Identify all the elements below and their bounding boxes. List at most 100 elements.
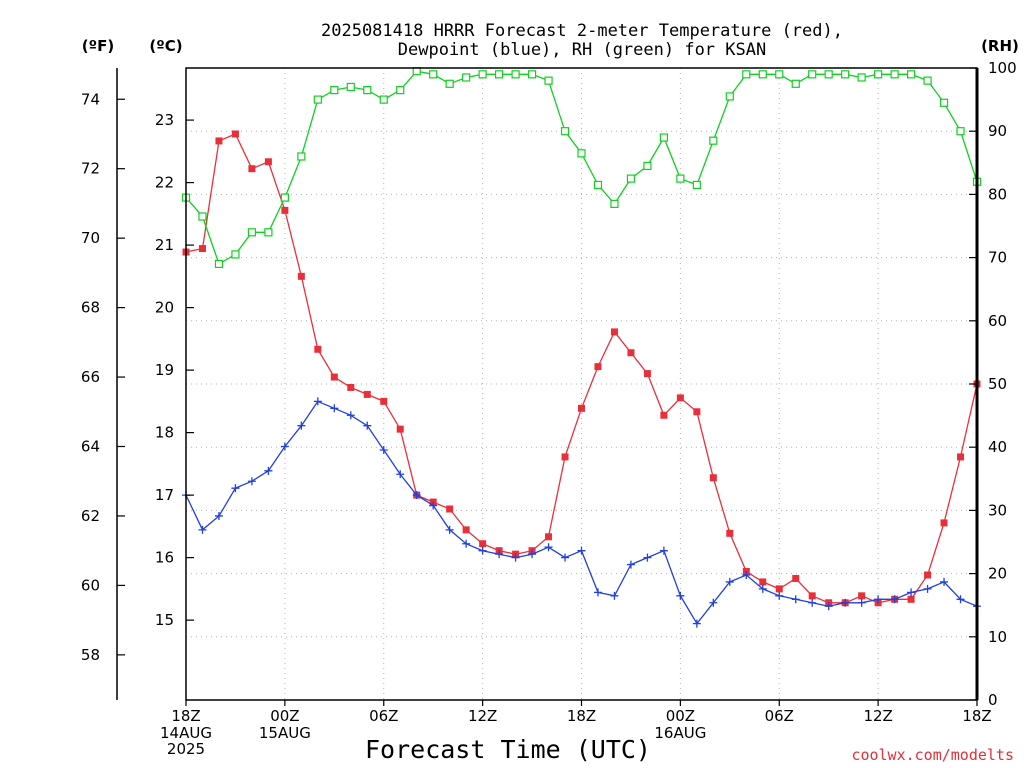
dewpoint-point: [478, 546, 487, 555]
celsius-tick-label: 18: [155, 424, 174, 442]
rh-point: [758, 70, 767, 79]
temperature-point: [446, 505, 454, 513]
temperature-point: [215, 137, 223, 145]
dewpoint-point: [231, 484, 240, 493]
dewpoint-point: [379, 445, 388, 454]
rh-point: [231, 250, 240, 259]
dewpoint-point: [544, 543, 553, 552]
rh-tick-label: 70: [988, 249, 1007, 267]
x-tick-label: 18Z: [962, 707, 991, 725]
rh-point: [692, 180, 701, 190]
temperature-point: [726, 529, 734, 537]
rh-point: [544, 76, 553, 85]
rh-point: [527, 70, 537, 79]
rh-unit-label: (RH): [981, 37, 1019, 55]
x-axis-title: Forecast Time (UTC): [365, 735, 651, 764]
rh-point: [841, 70, 850, 79]
rh-point: [593, 180, 603, 190]
temperature-point: [693, 408, 701, 416]
dewpoint-point: [214, 511, 223, 520]
rh-point: [264, 228, 273, 237]
dewpoint-point: [742, 570, 751, 579]
x-date-label: 14AUG: [160, 724, 212, 742]
temperature-point: [907, 595, 915, 603]
fahrenheit-tick-label: 68: [81, 299, 100, 317]
grid-lines: [186, 68, 977, 700]
temperature-point: [858, 592, 866, 600]
temperature-point: [594, 363, 602, 371]
temperature-point: [462, 526, 470, 534]
dewpoint-point: [429, 501, 438, 510]
dewpoint-point: [528, 550, 537, 559]
rh-tick-label: 100: [988, 59, 1017, 77]
rh-point: [791, 79, 800, 88]
rh-point: [676, 174, 685, 183]
temperature-point: [347, 383, 355, 391]
temperature-point: [479, 540, 487, 548]
dewpoint-point: [709, 598, 718, 607]
dewpoint-point: [561, 553, 570, 562]
rh-series: [181, 67, 982, 269]
fahrenheit-tick-label: 70: [81, 229, 100, 247]
dewpoint-line: [185, 400, 978, 625]
temperature-point: [924, 571, 932, 579]
rh-point: [280, 193, 289, 202]
temperature-point: [198, 245, 206, 253]
dewpoint-point: [643, 553, 652, 562]
dewpoint-point: [659, 546, 668, 555]
rh-point: [214, 259, 224, 269]
dewpoint-point: [907, 588, 916, 597]
temperature-point: [396, 425, 404, 433]
dewpoint-point: [940, 577, 949, 586]
rh-point: [890, 70, 899, 79]
dewpoint-point: [775, 591, 784, 600]
celsius-unit-label: (ºC): [149, 37, 182, 55]
x-date-label: 2025: [167, 740, 205, 758]
temperature-point: [643, 370, 651, 378]
dewpoint-point: [824, 602, 833, 611]
temperature-point: [248, 165, 256, 173]
celsius-tick-label: 16: [155, 549, 174, 567]
rh-line: [185, 70, 978, 265]
rh-point: [330, 86, 339, 95]
dewpoint-point: [495, 550, 504, 559]
celsius-tick-label: 15: [155, 611, 174, 629]
dewpoint-point: [593, 588, 602, 597]
rh-point: [297, 152, 306, 161]
temperature-point: [792, 574, 800, 582]
x-tick-label: 06Z: [765, 707, 794, 725]
rh-point: [462, 73, 471, 82]
x-tick-label: 06Z: [369, 707, 398, 725]
credit-label: coolwx.com/modelts: [851, 746, 1014, 764]
celsius-tick-label: 23: [155, 111, 174, 129]
temperature-point: [330, 373, 338, 381]
dewpoint-point: [577, 546, 586, 555]
temperature-point: [297, 272, 305, 280]
rh-point: [445, 79, 454, 88]
x-tick-label: 12Z: [468, 707, 497, 725]
dewpoint-point: [857, 598, 866, 607]
rh-tick-label: 80: [988, 185, 1007, 203]
temperature-point: [808, 592, 816, 600]
celsius-tick-label: 22: [155, 174, 174, 192]
dewpoint-point: [396, 470, 405, 479]
dewpoint-point: [808, 598, 817, 607]
fahrenheit-tick-label: 60: [81, 576, 100, 594]
dewpoint-point: [890, 595, 899, 604]
rh-point: [396, 86, 405, 95]
dewpoint-point: [462, 539, 471, 548]
rh-tick-label: 40: [988, 438, 1007, 456]
temperature-point: [940, 519, 948, 527]
rh-point: [429, 70, 438, 79]
dewpoint-point: [264, 466, 273, 475]
rh-point: [709, 136, 718, 145]
temperature-point: [231, 130, 239, 138]
temperature-point: [759, 578, 767, 586]
temperature-point: [709, 474, 717, 482]
rh-point: [313, 95, 322, 104]
rh-point: [643, 161, 652, 171]
temperature-point: [578, 404, 585, 412]
fahrenheit-tick-label: 58: [81, 646, 100, 664]
dewpoint-point: [363, 421, 372, 430]
